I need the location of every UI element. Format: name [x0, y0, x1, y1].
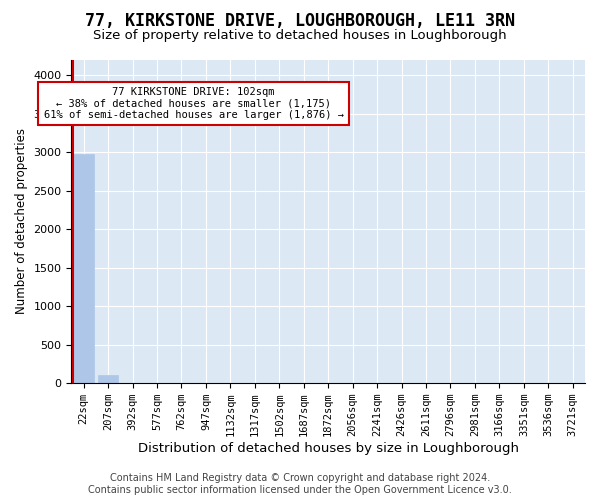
Text: 77, KIRKSTONE DRIVE, LOUGHBOROUGH, LE11 3RN: 77, KIRKSTONE DRIVE, LOUGHBOROUGH, LE11 … [85, 12, 515, 30]
Text: Contains HM Land Registry data © Crown copyright and database right 2024.
Contai: Contains HM Land Registry data © Crown c… [88, 474, 512, 495]
Bar [73, 154, 94, 383]
Text: Size of property relative to detached houses in Loughborough: Size of property relative to detached ho… [93, 29, 507, 42]
Bar [98, 376, 118, 383]
Text: 77 KIRKSTONE DRIVE: 102sqm
← 38% of detached houses are smaller (1,175)
61% of s: 77 KIRKSTONE DRIVE: 102sqm ← 38% of deta… [44, 87, 344, 120]
Y-axis label: Number of detached properties: Number of detached properties [15, 128, 28, 314]
X-axis label: Distribution of detached houses by size in Loughborough: Distribution of detached houses by size … [138, 442, 519, 455]
